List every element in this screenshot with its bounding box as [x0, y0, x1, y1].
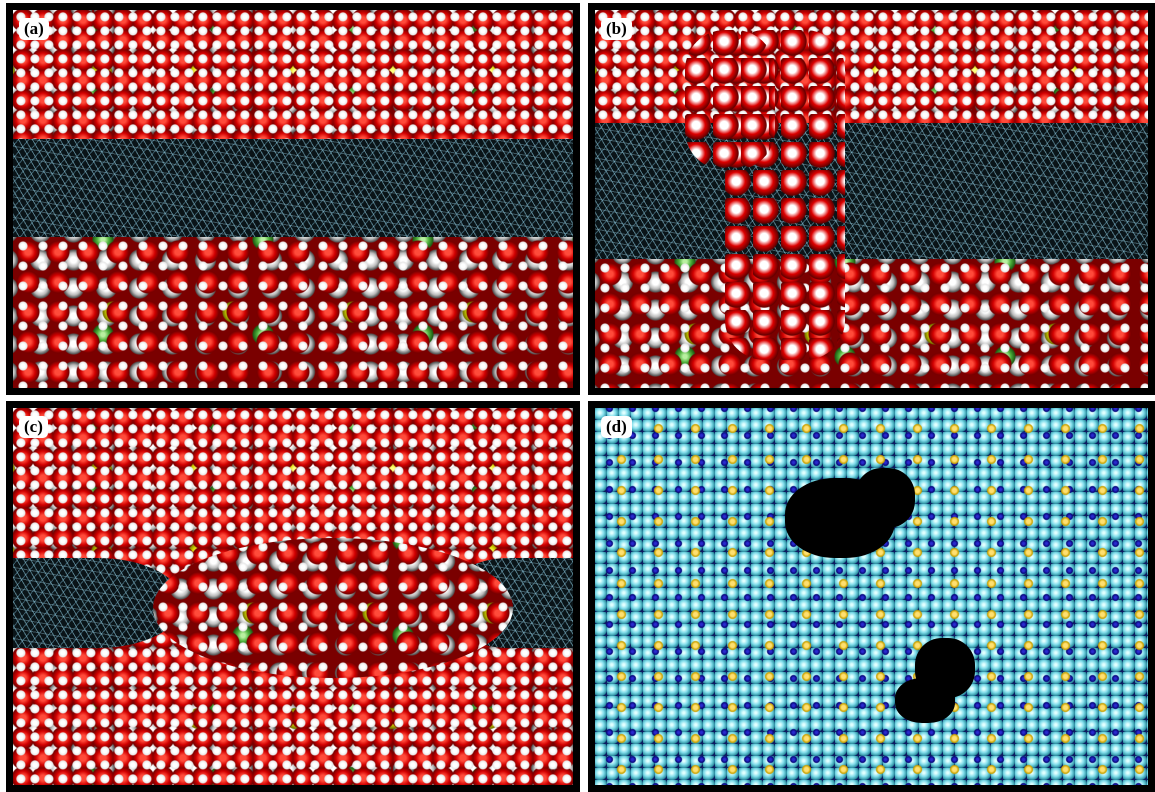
panel-c: (c): [6, 401, 580, 792]
figure: (a) (b) (c) (d) (() => { const data = JS…: [0, 0, 1155, 792]
panel-label: (b): [601, 18, 632, 40]
panel-label: (d): [601, 416, 632, 438]
panel-label: (a): [19, 18, 49, 40]
panel-b: (b): [588, 3, 1155, 395]
panel-label: (c): [19, 416, 48, 438]
panel-d: (d): [588, 401, 1155, 792]
panel-a: (a): [6, 3, 580, 395]
